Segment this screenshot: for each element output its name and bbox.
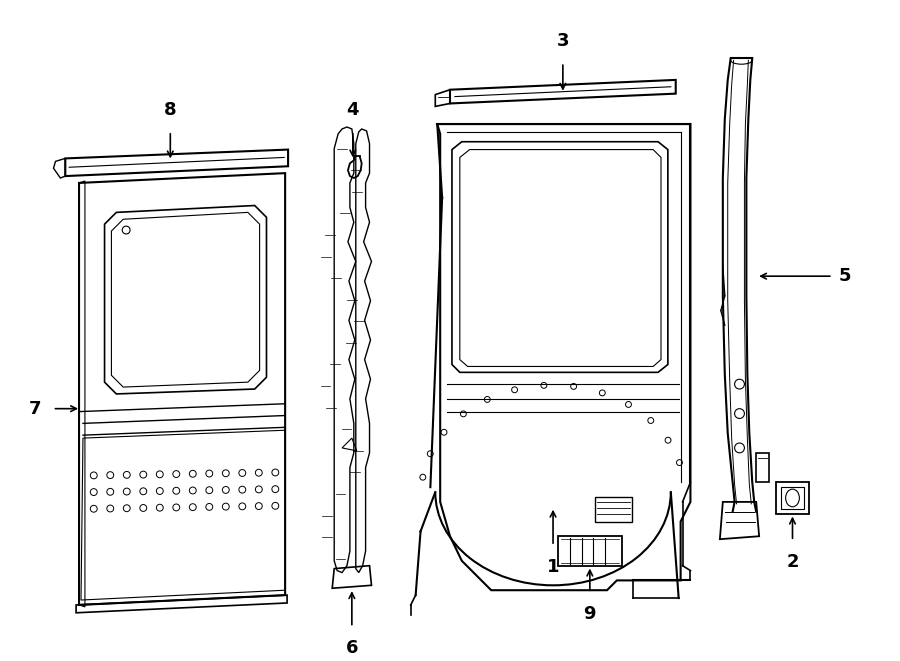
Text: 2: 2 <box>787 553 799 571</box>
Text: 7: 7 <box>28 400 40 418</box>
Text: 4: 4 <box>346 101 359 119</box>
Text: 8: 8 <box>164 101 176 119</box>
Text: 6: 6 <box>346 639 358 657</box>
Text: 5: 5 <box>838 267 850 285</box>
Text: 1: 1 <box>547 558 559 576</box>
Text: 9: 9 <box>583 605 596 623</box>
Text: 3: 3 <box>556 32 569 50</box>
